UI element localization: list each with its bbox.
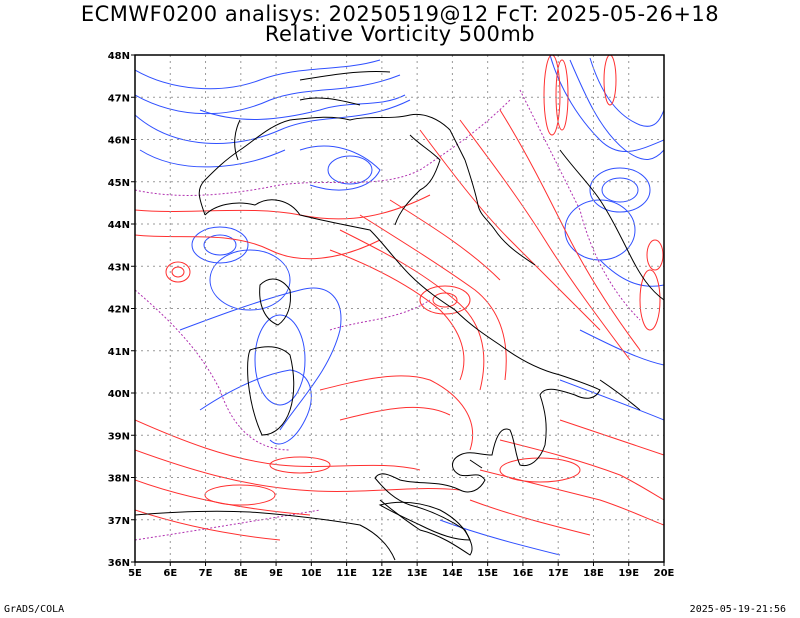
- lon-tick-label: 16E: [513, 568, 534, 579]
- lat-tick-label: 36N: [108, 558, 130, 569]
- lat-tick-label: 40N: [108, 389, 130, 400]
- lat-tick-label: 37N: [108, 516, 130, 527]
- lon-tick-label: 12E: [371, 568, 392, 579]
- lon-tick-label: 20E: [654, 568, 675, 579]
- lat-tick-label: 39N: [108, 431, 130, 442]
- lon-tick-label: 9E: [269, 568, 283, 579]
- lat-tick-label: 45N: [108, 178, 130, 189]
- latitude-axis: 36N 37N 38N 39N 40N 41N 42N 43N 44N 45N 46N 47N 48N: [108, 51, 135, 569]
- lat-tick-label: 38N: [108, 474, 130, 485]
- lon-tick-label: 10E: [301, 568, 322, 579]
- lon-tick-label: 15E: [477, 568, 498, 579]
- chart-subtitle: Relative Vorticity 500mb: [264, 22, 536, 46]
- coastline-borders: [134, 71, 665, 561]
- lon-tick-label: 8E: [234, 568, 248, 579]
- lat-tick-label: 41N: [108, 347, 130, 358]
- lat-tick-label: 44N: [108, 220, 130, 231]
- lon-tick-label: 18E: [583, 568, 604, 579]
- footer-credit: GrADS/COLA: [4, 604, 65, 615]
- footer-timestamp: 2025-05-19-21:56: [689, 604, 786, 615]
- longitude-axis: 5E 6E 7E 8E 9E 10E 11E 12E 13E 14E 15E 16E 17E 18E 19E…: [128, 562, 675, 579]
- lon-tick-label: 7E: [199, 568, 213, 579]
- chart-title: ECMWF0200 analisys: 20250519@12 FcT: 202…: [80, 2, 720, 26]
- lat-tick-label: 47N: [108, 93, 130, 104]
- lat-tick-label: 42N: [108, 305, 130, 316]
- lat-tick-label: 43N: [108, 262, 130, 273]
- positive-contours: [135, 55, 664, 541]
- negative-contours: [135, 55, 664, 556]
- lon-tick-label: 5E: [128, 568, 142, 579]
- contour-layer: [135, 55, 664, 556]
- lat-lon-grid: [135, 55, 664, 562]
- lat-tick-label: 48N: [108, 51, 130, 62]
- lon-tick-label: 19E: [618, 568, 639, 579]
- lon-tick-label: 6E: [163, 568, 177, 579]
- lon-tick-label: 17E: [548, 568, 569, 579]
- lon-tick-label: 11E: [336, 568, 357, 579]
- lon-tick-label: 13E: [407, 568, 428, 579]
- lon-tick-label: 14E: [442, 568, 463, 579]
- lat-tick-label: 46N: [108, 136, 130, 147]
